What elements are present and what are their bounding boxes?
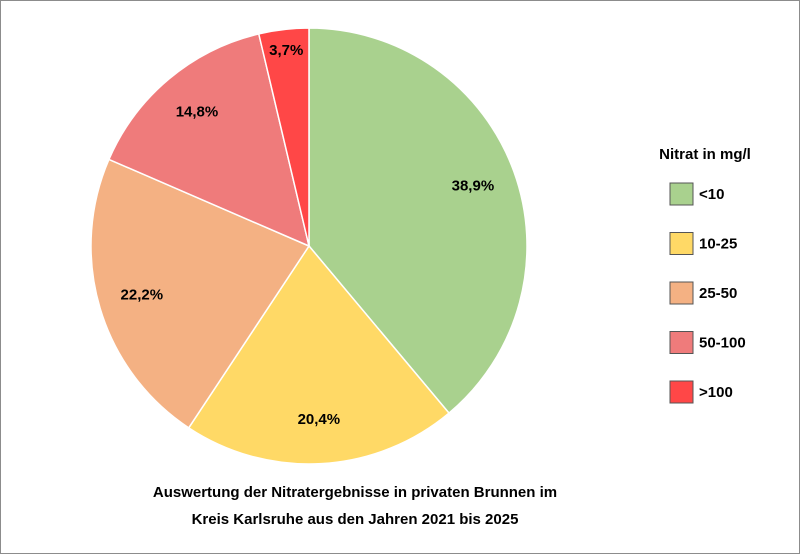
data-label: 3,7% [269, 42, 303, 59]
legend-label: 10-25 [699, 235, 737, 252]
legend-swatch [669, 232, 694, 255]
data-label: 38,9% [452, 177, 495, 194]
legend-label: >100 [699, 384, 733, 401]
legend-swatch [669, 380, 694, 404]
pie-slice [308, 27, 528, 415]
legend-label: 25-50 [699, 285, 737, 302]
data-label: 20,4% [298, 411, 341, 428]
pie-slice [187, 244, 451, 465]
legend-label: 50-100 [699, 334, 746, 351]
chart-title: Auswertung der Nitratergebnisse in priva… [153, 484, 557, 501]
pie-slice [90, 158, 311, 429]
legend-label: <10 [699, 186, 724, 203]
data-label: 14,8% [176, 103, 219, 120]
legend-title: Nitrat in mg/l [659, 146, 751, 163]
pie-slice [257, 27, 310, 247]
data-label: 22,2% [121, 287, 164, 304]
legend-swatch [669, 281, 694, 305]
chart-title: Kreis Karlsruhe aus den Jahren 2021 bis … [192, 511, 519, 528]
legend-swatch [669, 331, 694, 354]
legend-swatch [669, 182, 694, 206]
pie-slice [107, 32, 311, 248]
